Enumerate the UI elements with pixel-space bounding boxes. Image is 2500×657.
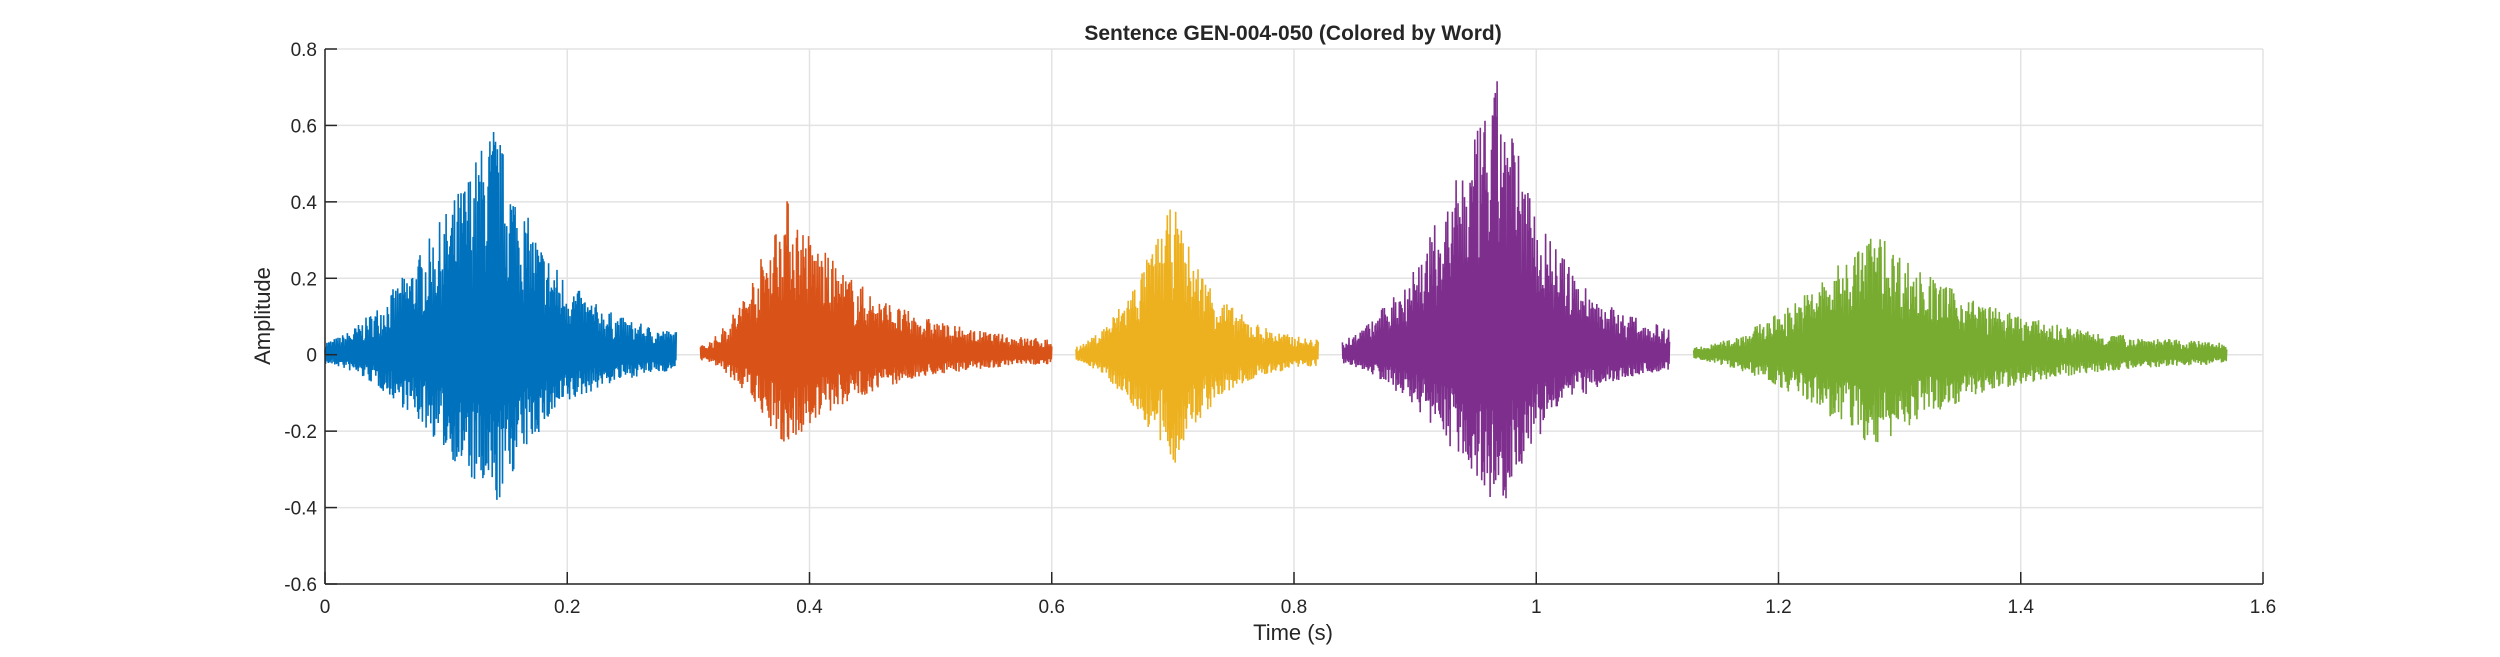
- x-tick-label: 1: [1531, 597, 1542, 618]
- waveform-series: [324, 81, 2228, 500]
- y-tick-label: 0.6: [291, 116, 317, 137]
- series-word-3: [1075, 209, 1319, 463]
- series-word-5: [1692, 238, 2228, 443]
- y-tick-label: -0.4: [284, 499, 317, 520]
- x-tick-label: 1.6: [2250, 597, 2276, 618]
- y-tick-label: 0.8: [291, 40, 317, 61]
- x-tick-label: 0.4: [796, 597, 823, 618]
- x-tick-label: 1.2: [1765, 597, 1791, 618]
- series-word-2: [699, 201, 1053, 442]
- series-word-1: [324, 131, 678, 500]
- axes: 0 0.2 0.4 0.6 0.8 1 1.2 1.4 1.6 -0.6 -0.4 -0.2 0 0.2 0…: [284, 40, 2276, 618]
- y-tick-label: -0.2: [284, 422, 317, 443]
- y-tick-label: -0.6: [284, 575, 317, 596]
- x-tick-label: 0.8: [1281, 597, 1307, 618]
- x-tick-label: 0.6: [1039, 597, 1065, 618]
- y-tick-label: 0.2: [291, 269, 317, 290]
- x-tick-label: 1.4: [2008, 597, 2035, 618]
- x-tick-label: 0.2: [554, 597, 580, 618]
- series-word-4: [1341, 81, 1671, 499]
- x-tick-label: 0: [320, 597, 331, 618]
- x-axis-label: Time (s): [1253, 620, 1333, 645]
- y-axis-label: Amplitude: [250, 267, 275, 365]
- chart-title: Sentence GEN-004-050 (Colored by Word): [1084, 22, 1501, 45]
- y-tick-label: 0.4: [291, 193, 318, 214]
- y-tick-label: 0: [306, 346, 317, 367]
